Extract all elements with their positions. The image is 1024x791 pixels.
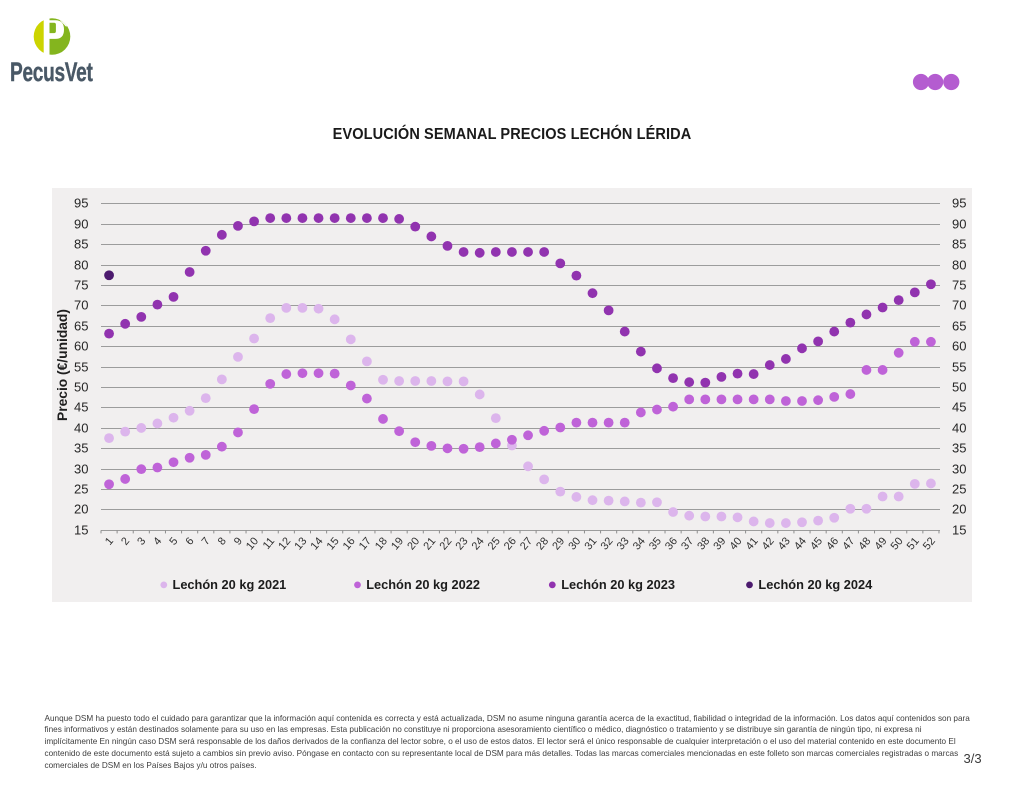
svg-text:Lechón 20 kg 2022: Lechón 20 kg 2022: [366, 577, 480, 592]
svg-text:95: 95: [952, 195, 966, 210]
svg-text:30: 30: [74, 461, 88, 476]
svg-text:60: 60: [952, 338, 966, 353]
svg-text:70: 70: [952, 297, 966, 312]
svg-text:35: 35: [952, 440, 966, 455]
svg-text:15: 15: [952, 522, 966, 537]
svg-text:50: 50: [952, 379, 966, 394]
svg-text:90: 90: [74, 216, 88, 231]
svg-text:20: 20: [74, 501, 88, 516]
svg-text:45: 45: [952, 399, 966, 414]
svg-text:45: 45: [74, 399, 88, 414]
svg-text:65: 65: [74, 318, 88, 333]
svg-text:80: 80: [952, 257, 966, 272]
svg-text:Lechón 20 kg 2023: Lechón 20 kg 2023: [561, 577, 675, 592]
svg-text:25: 25: [74, 481, 88, 496]
svg-text:50: 50: [74, 379, 88, 394]
svg-text:65: 65: [952, 318, 966, 333]
svg-text:90: 90: [952, 216, 966, 231]
svg-text:15: 15: [74, 522, 88, 537]
svg-text:95: 95: [74, 195, 88, 210]
svg-text:Precio (€/unidad): Precio (€/unidad): [55, 309, 70, 421]
svg-text:80: 80: [74, 257, 88, 272]
svg-text:55: 55: [74, 359, 88, 374]
svg-text:60: 60: [74, 338, 88, 353]
svg-text:Lechón 20 kg 2024: Lechón 20 kg 2024: [758, 577, 873, 592]
svg-text:85: 85: [952, 236, 966, 251]
svg-text:20: 20: [952, 501, 966, 516]
svg-text:25: 25: [952, 481, 966, 496]
svg-text:40: 40: [74, 420, 88, 435]
svg-text:40: 40: [952, 420, 966, 435]
svg-text:75: 75: [74, 277, 88, 292]
svg-text:30: 30: [952, 461, 966, 476]
svg-text:70: 70: [74, 297, 88, 312]
svg-text:Lechón 20 kg 2021: Lechón 20 kg 2021: [173, 577, 287, 592]
svg-text:35: 35: [74, 440, 88, 455]
svg-text:55: 55: [952, 359, 966, 374]
svg-text:85: 85: [74, 236, 88, 251]
svg-text:75: 75: [952, 277, 966, 292]
